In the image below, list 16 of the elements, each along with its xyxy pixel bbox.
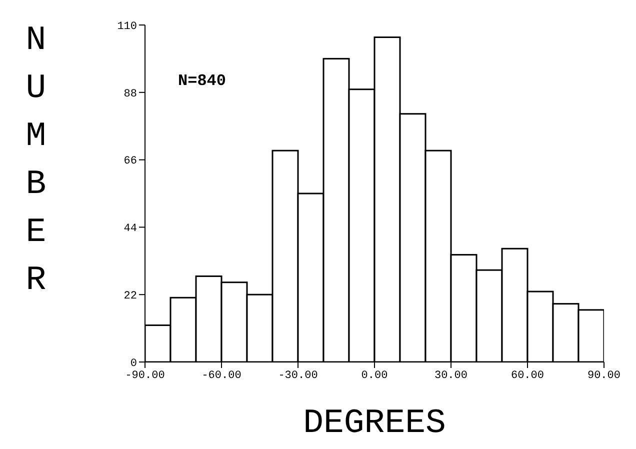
y-tick-label: 22 xyxy=(124,290,137,303)
x-tick-label: -30.00 xyxy=(278,370,318,382)
y-tick-label: 0 xyxy=(130,358,137,370)
x-tick-label: 0.00 xyxy=(361,370,388,382)
x-tick-label: -60.00 xyxy=(202,370,242,382)
x-axis-title: DEGREES xyxy=(303,405,446,443)
y-tick-label: 88 xyxy=(124,88,137,100)
x-tick-label: 30.00 xyxy=(434,370,468,382)
y-tick-label: 110 xyxy=(117,20,137,33)
x-tick-label: -90.00 xyxy=(125,370,165,382)
x-tick-label: 90.00 xyxy=(587,370,621,382)
y-tick-label: 66 xyxy=(124,156,137,168)
x-tick-label: 60.00 xyxy=(510,370,544,382)
y-axis-title: NUMBER xyxy=(17,22,55,310)
y-tick-label: 44 xyxy=(124,223,138,236)
annotation: N=840 xyxy=(178,72,226,90)
